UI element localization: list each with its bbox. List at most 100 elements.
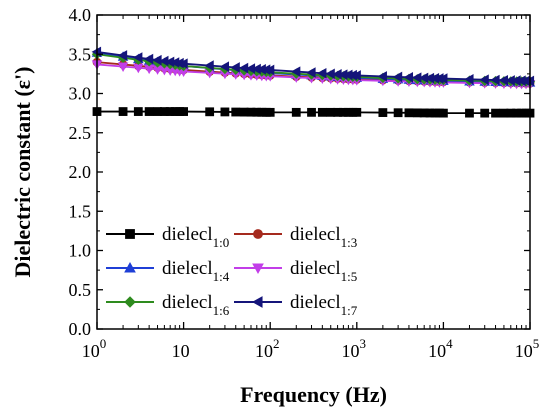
legend-marker — [252, 296, 263, 308]
data-point — [438, 108, 448, 118]
legend-marker — [124, 296, 136, 308]
x-tick-base: 10 — [515, 341, 533, 361]
legend-name: dielecl — [290, 292, 341, 313]
data-point — [392, 71, 403, 83]
legend-subscript: 1:6 — [213, 303, 230, 318]
y-tick-label: 2.0 — [69, 162, 92, 182]
data-point — [219, 61, 229, 72]
series-dielecl-1:7 — [91, 46, 535, 87]
legend-name: dielecl — [290, 224, 341, 245]
legend-name: dielecl — [162, 258, 213, 279]
x-tick-label: 10 — [172, 341, 190, 361]
data-point — [464, 74, 474, 85]
legend-marker — [124, 262, 136, 273]
legend-item: dielecl1:5 — [234, 258, 357, 284]
y-tick-label: 3.0 — [69, 84, 92, 104]
x-tick-base: 10 — [172, 341, 190, 361]
x-tick-label: 102 — [255, 336, 280, 361]
legend-item: dielecl1:7 — [234, 292, 358, 318]
x-tick-label: 103 — [342, 336, 367, 361]
legend-label: dielecl1:6 — [162, 292, 230, 318]
data-point — [317, 107, 327, 117]
x-tick-exponent: 2 — [273, 336, 280, 351]
data-point — [265, 107, 275, 117]
legend-label: dielecl1:7 — [290, 292, 358, 318]
x-tick-label: 104 — [428, 336, 453, 361]
legend-name: dielecl — [162, 224, 213, 245]
data-point — [306, 67, 316, 78]
legend-label: dielecl1:5 — [290, 258, 357, 284]
data-point — [291, 107, 301, 117]
x-tick-exponent: 0 — [100, 336, 107, 351]
legend-label: dielecl1:3 — [290, 224, 357, 250]
legend-subscript: 1:3 — [341, 235, 358, 250]
legend-label: dielecl1:0 — [162, 224, 229, 250]
legend-item: dielecl1:0 — [106, 224, 229, 250]
x-tick-base: 10 — [82, 341, 100, 361]
x-axis-title: Frequency (Hz) — [240, 382, 387, 407]
data-point — [352, 107, 362, 117]
data-point — [378, 108, 388, 117]
data-point — [204, 60, 214, 71]
data-point — [377, 71, 387, 82]
data-point — [351, 70, 361, 81]
data-point — [479, 74, 489, 85]
legend-label: dielecl1:4 — [162, 258, 230, 284]
data-point — [307, 107, 316, 117]
data-point — [316, 67, 327, 79]
legend-subscript: 1:0 — [213, 235, 230, 250]
data-point — [144, 107, 154, 116]
x-tick-base: 10 — [342, 341, 360, 361]
y-axis-title: Dielectric constant (ε') — [10, 67, 35, 278]
data-point — [178, 58, 188, 69]
data-point — [231, 107, 241, 117]
data-point — [480, 108, 490, 118]
x-tick-exponent: 5 — [533, 336, 540, 351]
data-point — [264, 64, 275, 76]
data-point — [393, 108, 403, 118]
legend-subscript: 1:4 — [213, 269, 230, 284]
plot-marks — [91, 46, 536, 118]
legend-name: dielecl — [162, 292, 213, 313]
x-tick-label: 100 — [82, 336, 107, 361]
legend-item: dielecl1:4 — [106, 258, 230, 284]
legend-marker — [125, 229, 135, 239]
data-point — [179, 107, 189, 116]
data-point — [491, 108, 500, 118]
data-point — [290, 66, 301, 77]
y-tick-label: 1.5 — [69, 201, 92, 221]
y-tick-label: 0.5 — [69, 280, 92, 300]
x-tick-exponent: 3 — [360, 336, 367, 351]
x-tick-base: 10 — [255, 341, 273, 361]
legend-subscript: 1:7 — [341, 303, 358, 318]
y-tick-label: 0.0 — [69, 319, 92, 339]
y-tick-label: 3.5 — [69, 44, 92, 64]
x-tick-exponent: 4 — [446, 336, 453, 351]
x-tick-label: 105 — [515, 336, 540, 361]
legend-name: dielecl — [290, 258, 341, 279]
y-tick-label: 2.5 — [69, 123, 92, 143]
legend-marker — [253, 229, 263, 239]
data-point — [133, 107, 143, 116]
data-point — [118, 107, 128, 116]
y-tick-label: 4.0 — [69, 5, 92, 25]
data-point — [205, 107, 215, 117]
legend-subscript: 1:5 — [341, 269, 358, 284]
legend-item: dielecl1:6 — [106, 292, 230, 318]
data-point — [437, 73, 448, 84]
data-point — [143, 53, 154, 65]
data-point — [220, 107, 230, 117]
data-point — [230, 62, 240, 73]
y-tick-label: 1.0 — [69, 241, 92, 261]
legend-item: dielecl1:3 — [234, 224, 357, 250]
x-tick-base: 10 — [428, 341, 446, 361]
data-point — [404, 108, 414, 118]
data-point — [117, 50, 128, 61]
data-point — [132, 52, 143, 63]
data-point — [465, 108, 474, 118]
series-dielecl-1:0 — [92, 107, 535, 118]
legend-marker — [252, 263, 264, 274]
